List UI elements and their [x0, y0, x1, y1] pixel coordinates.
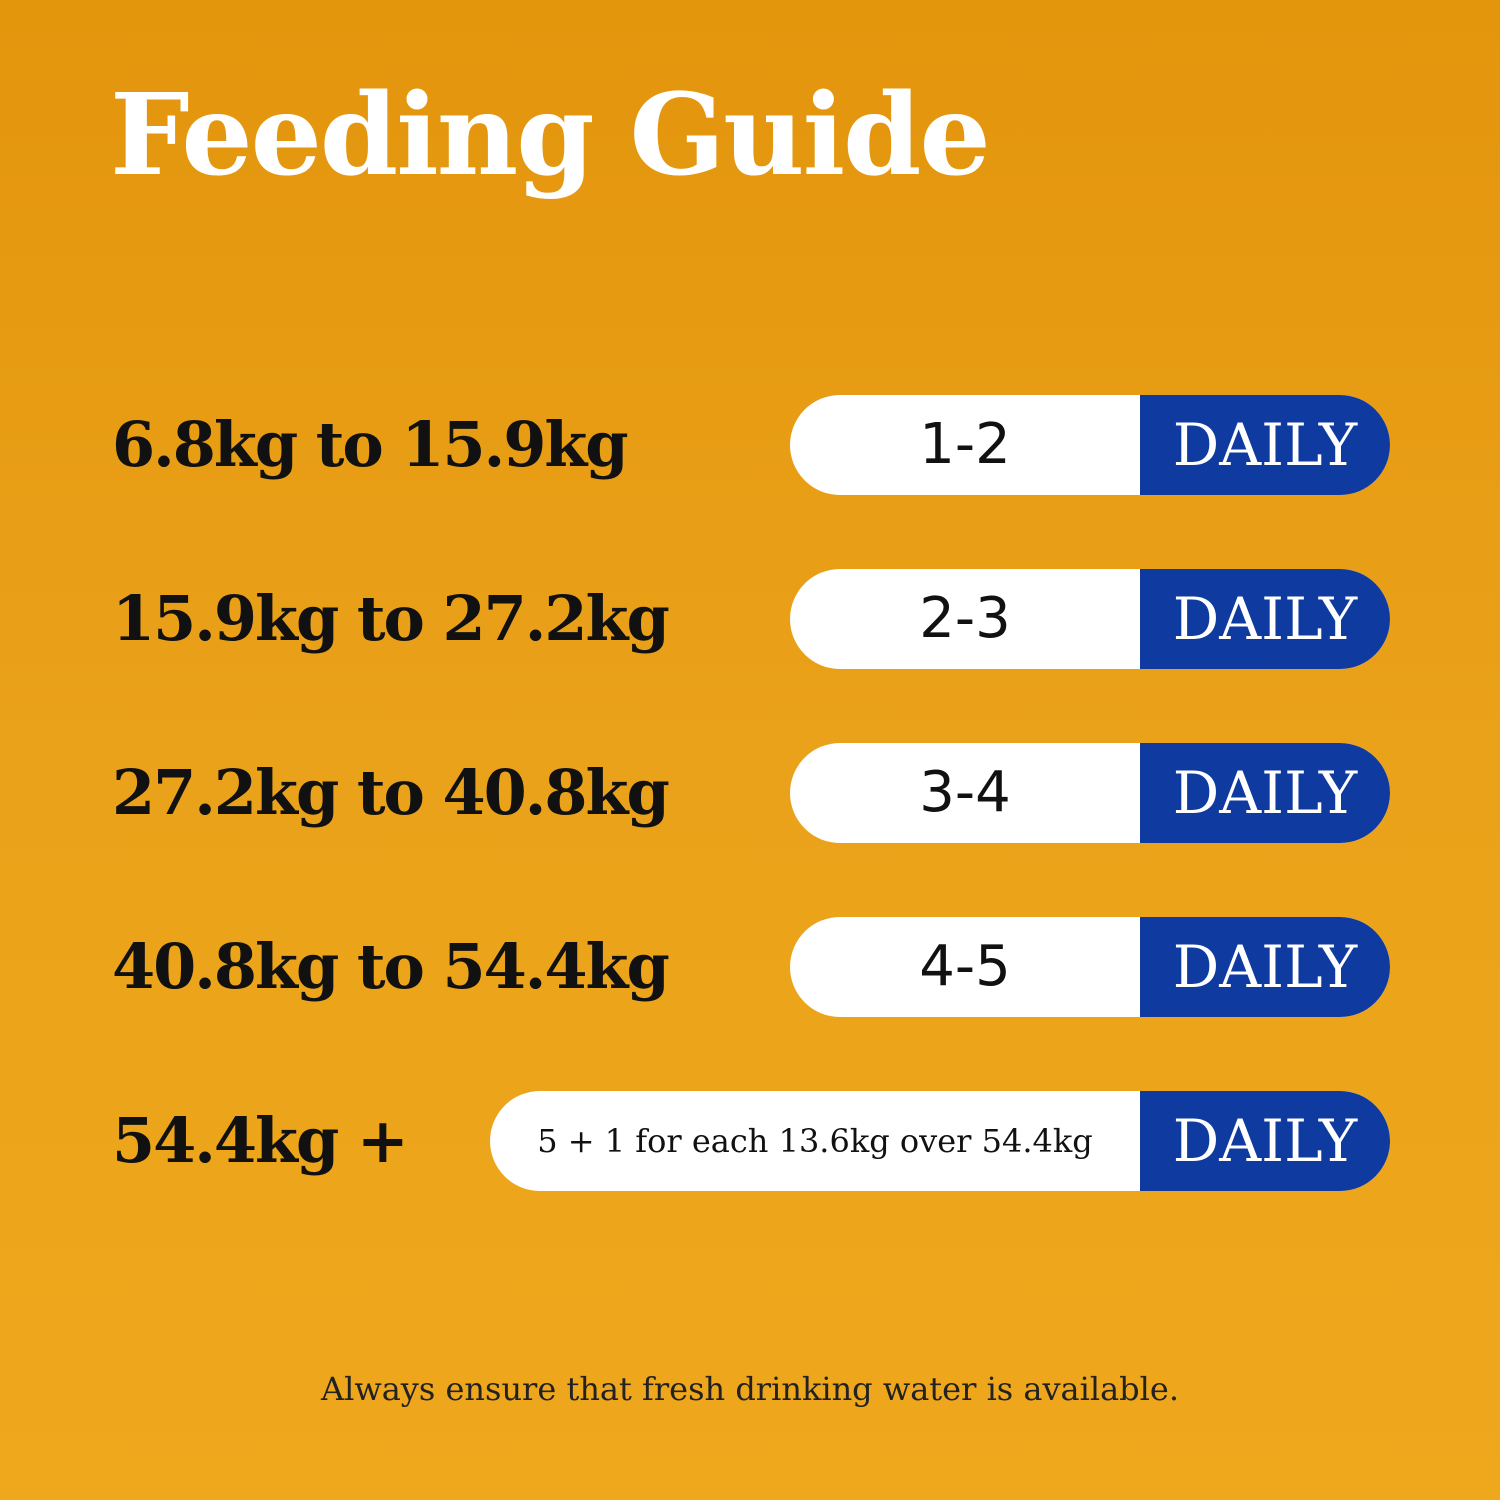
weight-range: 40.8kg to 54.4kg	[112, 930, 670, 1003]
unit-label: DAILY	[1140, 1091, 1390, 1191]
amount-pill: 4-5 DAILY	[790, 917, 1390, 1017]
weight-range: 15.9kg to 27.2kg	[112, 582, 670, 655]
unit-label: DAILY	[1140, 569, 1390, 669]
unit-label: DAILY	[1140, 395, 1390, 495]
footnote: Always ensure that fresh drinking water …	[320, 1370, 1179, 1408]
amount-pill: 1-2 DAILY	[790, 395, 1390, 495]
amount-pill: 3-4 DAILY	[790, 743, 1390, 843]
title: Feeding Guide	[110, 70, 991, 201]
amount-pill: 2-3 DAILY	[790, 569, 1390, 669]
unit-label: DAILY	[1140, 743, 1390, 843]
feeding-row: 54.4kg + 5 + 1 for each 13.6kg over 54.4k…	[0, 1091, 1500, 1191]
amount: 4-5	[919, 934, 1011, 999]
feeding-row: 27.2kg to 40.8kg 3-4 DAILY	[0, 743, 1500, 843]
amount-pill: 5 + 1 for each 13.6kg over 54.4kg DAILY	[490, 1091, 1390, 1191]
weight-range: 54.4kg +	[112, 1104, 409, 1177]
weight-range: 27.2kg to 40.8kg	[112, 756, 670, 829]
feeding-row: 15.9kg to 27.2kg 2-3 DAILY	[0, 569, 1500, 669]
amount: 2-3	[919, 586, 1011, 651]
feeding-row: 6.8kg to 15.9kg 1-2 DAILY	[0, 395, 1500, 495]
unit-label: DAILY	[1140, 917, 1390, 1017]
feeding-row: 40.8kg to 54.4kg 4-5 DAILY	[0, 917, 1500, 1017]
weight-range: 6.8kg to 15.9kg	[112, 408, 629, 481]
amount: 1-2	[919, 412, 1011, 477]
amount: 3-4	[919, 760, 1011, 825]
amount: 5 + 1 for each 13.6kg over 54.4kg	[537, 1122, 1093, 1160]
